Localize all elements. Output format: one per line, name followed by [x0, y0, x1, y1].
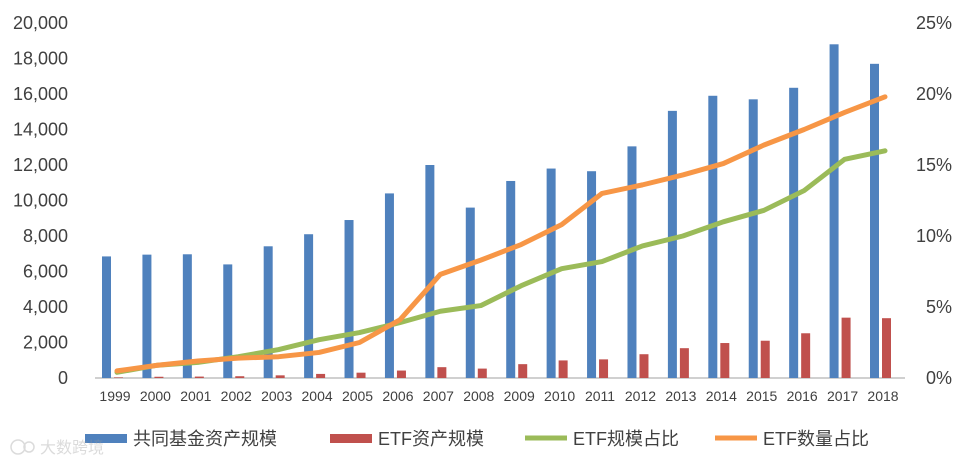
- fund-asset-bar: [384, 193, 394, 378]
- fund-asset-bar: [789, 87, 799, 378]
- fund-asset-bar: [344, 220, 354, 378]
- fund-asset-bar: [627, 146, 637, 378]
- svg-text:大数跨境: 大数跨境: [40, 438, 104, 457]
- legend: 共同基金资产规模 ETF资产规模 ETF规模占比 ETF数量占比: [85, 429, 869, 449]
- x-tick-label: 1999: [99, 388, 130, 404]
- x-tick-label: 2017: [827, 388, 858, 404]
- legend-label: 共同基金资产规模: [133, 429, 277, 449]
- fund-asset-bar: [748, 99, 758, 378]
- left-tick-label: 14,000: [13, 120, 68, 140]
- x-tick-label: 2016: [787, 388, 818, 404]
- etf-asset-bar: [437, 367, 447, 378]
- etf-asset-bar: [275, 375, 285, 378]
- right-tick-label: 0%: [926, 368, 952, 388]
- right-tick-label: 25%: [916, 13, 952, 33]
- etf-asset-bar: [477, 368, 487, 378]
- fund-asset-bar: [263, 246, 273, 378]
- etf-asset-bar: [356, 372, 366, 378]
- x-tick-label: 2000: [140, 388, 171, 404]
- etf-asset-bar: [316, 373, 326, 378]
- left-tick-label: 18,000: [13, 49, 68, 69]
- etf-asset-bar: [114, 377, 123, 378]
- x-tick-label: 2009: [504, 388, 535, 404]
- etf-count-share-line: [114, 94, 888, 374]
- etf-asset-bar: [720, 343, 730, 378]
- x-tick-label: 2006: [382, 388, 413, 404]
- left-tick-label: 20,000: [13, 13, 68, 33]
- x-tick-label: 2015: [746, 388, 777, 404]
- fund-asset-bar: [708, 95, 718, 379]
- left-tick-label: 2,000: [23, 333, 68, 353]
- left-tick-label: 0: [58, 368, 68, 388]
- legend-label: ETF资产规模: [378, 429, 484, 449]
- fund-asset-bar: [506, 180, 516, 378]
- etf-asset-bar: [801, 333, 811, 378]
- etf-asset-bar: [760, 340, 770, 378]
- lines: [114, 94, 888, 375]
- x-tick-label: 2005: [342, 388, 373, 404]
- bars: [102, 44, 891, 379]
- etf-asset-bar: [518, 364, 528, 378]
- x-tick-label: 2010: [544, 388, 575, 404]
- legend-label: ETF数量占比: [763, 429, 869, 449]
- fund-asset-bar: [182, 254, 192, 378]
- x-tick-label: 2014: [706, 388, 737, 404]
- x-tick-label: 2012: [625, 388, 656, 404]
- right-tick-label: 20%: [916, 84, 952, 104]
- right-tick-label: 5%: [926, 297, 952, 317]
- legend-swatch: [85, 434, 127, 443]
- right-tick-label: 15%: [916, 155, 952, 175]
- fund-asset-bar: [667, 110, 677, 379]
- fund-asset-bar: [223, 264, 233, 378]
- left-tick-label: 16,000: [13, 84, 68, 104]
- left-tick-label: 8,000: [23, 226, 68, 246]
- fund-asset-bar: [465, 207, 475, 378]
- x-tick-label: 2002: [221, 388, 252, 404]
- fund-asset-bar: [829, 44, 839, 379]
- left-tick-label: 10,000: [13, 191, 68, 211]
- x-tick-label: 2011: [585, 388, 615, 404]
- x-tick-label: 2008: [463, 388, 494, 404]
- etf-asset-bar: [396, 370, 406, 378]
- x-tick-label: 2018: [867, 388, 898, 404]
- fund-asset-bar: [587, 171, 597, 378]
- x-tick-label: 2013: [665, 388, 696, 404]
- etf-asset-bar: [599, 359, 609, 378]
- etf-asset-bar: [235, 376, 245, 378]
- right-tick-label: 10%: [916, 226, 952, 246]
- x-tick-label: 2003: [261, 388, 292, 404]
- right-axis-ticks: 0% 5% 10% 15% 20% 25%: [916, 13, 952, 388]
- etf-asset-bar: [154, 376, 164, 378]
- x-tick-label: 2004: [302, 388, 333, 404]
- etf-asset-bar: [558, 360, 568, 378]
- x-tick-label: 2001: [180, 388, 211, 404]
- left-tick-label: 6,000: [23, 262, 68, 282]
- fund-asset-bar: [425, 165, 435, 378]
- etf-asset-bar: [679, 348, 689, 378]
- left-tick-label: 12,000: [13, 155, 68, 175]
- watermark: 大数跨境: [10, 438, 104, 457]
- left-tick-label: 4,000: [23, 297, 68, 317]
- fund-asset-bar: [102, 256, 111, 378]
- etf-asset-bar: [882, 318, 891, 378]
- left-axis-ticks: 0 2,000 4,000 6,000 8,000 10,000 12,000 14,000 1…: [13, 13, 68, 388]
- etf-asset-bar: [841, 317, 851, 378]
- etf-asset-bar: [639, 354, 649, 378]
- x-axis-ticks: 1999 2000 2001 2002 2003 2004 2005 2006 2007 2008…: [99, 388, 898, 404]
- legend-label: ETF规模占比: [573, 429, 679, 449]
- legend-swatch: [330, 434, 372, 443]
- fund-asset-bar: [304, 234, 314, 378]
- etf-asset-bar: [194, 376, 204, 378]
- x-tick-label: 2007: [423, 388, 454, 404]
- fund-asset-bar: [142, 254, 152, 378]
- fund-asset-bar: [870, 63, 879, 378]
